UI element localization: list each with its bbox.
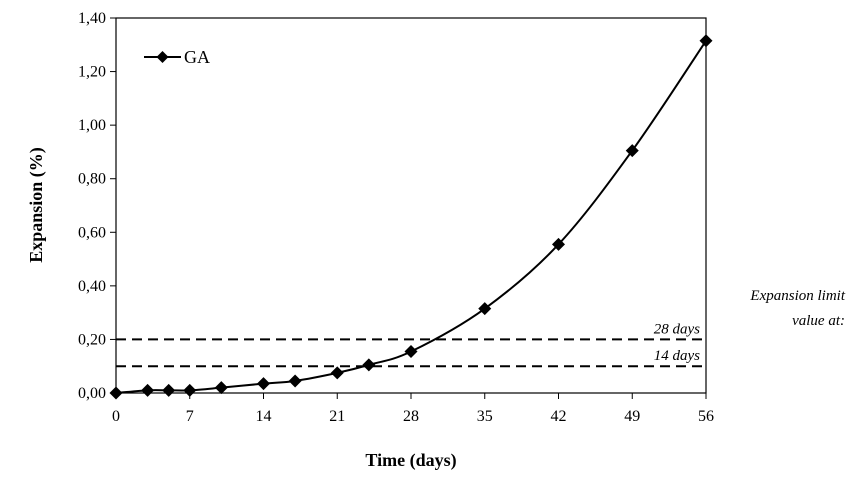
reference-line-label: 28 days bbox=[654, 321, 700, 337]
legend-marker bbox=[156, 51, 169, 63]
series-layer bbox=[109, 34, 713, 400]
x-tick-label: 35 bbox=[477, 408, 493, 425]
data-point-marker bbox=[214, 381, 228, 395]
x-tick-label: 49 bbox=[624, 408, 640, 425]
x-tick-label: 28 bbox=[403, 408, 419, 425]
y-tick-label: 1,40 bbox=[78, 10, 106, 27]
reference-lines: 28 days 14 days bbox=[116, 321, 706, 368]
data-point-marker bbox=[162, 383, 176, 397]
data-point-marker bbox=[257, 377, 270, 391]
data-point-marker bbox=[552, 237, 565, 251]
x-tick-label: 21 bbox=[329, 408, 345, 425]
ticks-layer: 0 7 14 21 28 35 42 49 56 0,00 0,20 0,40 0,60 0,80 1,00… bbox=[78, 10, 714, 425]
data-point-marker bbox=[699, 34, 713, 48]
y-tick-label: 0,80 bbox=[78, 171, 106, 188]
y-axis-title: Expansion (%) bbox=[26, 147, 47, 263]
x-tick-label: 7 bbox=[186, 408, 194, 425]
note-line-1: Expansion limit bbox=[749, 288, 845, 304]
data-point-marker bbox=[478, 302, 492, 316]
y-tick-label: 0,40 bbox=[78, 278, 106, 295]
y-tick-label: 0,60 bbox=[78, 224, 106, 241]
data-point-marker bbox=[404, 344, 418, 358]
plot-frame bbox=[115, 17, 707, 394]
reference-line-label: 14 days bbox=[654, 348, 700, 364]
y-tick-label: 0,00 bbox=[78, 385, 106, 402]
expansion-limit-note: Expansion limit value at: bbox=[749, 288, 845, 329]
x-tick-label: 56 bbox=[698, 408, 714, 425]
data-point-marker bbox=[625, 144, 639, 158]
x-tick-label: 42 bbox=[551, 408, 567, 425]
data-point-marker bbox=[330, 366, 344, 380]
data-point-marker bbox=[141, 383, 155, 397]
data-point-marker bbox=[288, 374, 302, 388]
data-point-marker bbox=[183, 383, 197, 397]
data-point-marker bbox=[109, 386, 123, 400]
legend: GA bbox=[144, 47, 210, 67]
x-tick-label: 14 bbox=[256, 408, 272, 425]
x-tick-label: 0 bbox=[112, 408, 120, 425]
note-line-2: value at: bbox=[792, 313, 845, 329]
data-point-marker bbox=[362, 358, 376, 372]
x-axis-title: Time (days) bbox=[365, 450, 456, 471]
y-tick-label: 1,20 bbox=[78, 64, 106, 81]
legend-label-ga: GA bbox=[184, 47, 210, 67]
y-tick-label: 1,00 bbox=[78, 117, 106, 134]
y-tick-label: 0,20 bbox=[78, 331, 106, 348]
